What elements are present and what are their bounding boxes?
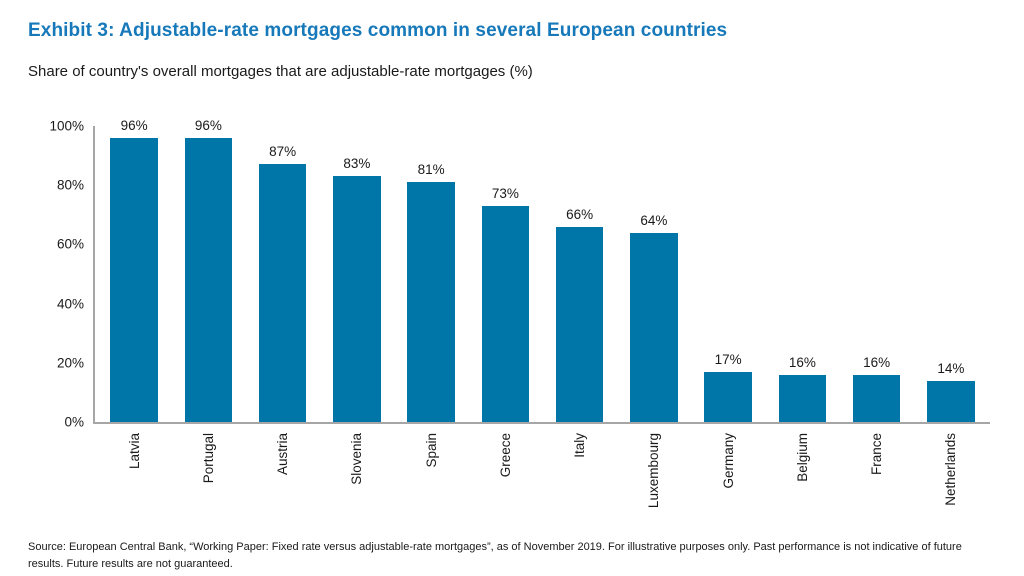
y-axis-tick-label: 20%	[56, 355, 84, 371]
y-axis-tick-label: 60%	[56, 236, 84, 252]
x-axis-label-cell: France	[840, 424, 914, 533]
bar-greece: 73%	[481, 186, 530, 422]
x-axis-label: Spain	[423, 433, 439, 468]
x-axis-label: Latvia	[126, 433, 142, 470]
bar-italy: 66%	[555, 207, 604, 422]
y-axis-tick-label: 40%	[56, 296, 84, 312]
bar-value-label: 66%	[566, 206, 594, 222]
bar-slovenia: 83%	[333, 156, 381, 422]
bar-value-label: 83%	[343, 156, 371, 172]
bar-column: 64%	[617, 126, 691, 422]
x-axis-label-cell: Slovenia	[320, 424, 394, 533]
x-axis-label-cell: Greece	[468, 424, 542, 533]
x-axis-label: Portugal	[200, 433, 216, 484]
bar-column: 16%	[765, 126, 839, 422]
x-axis-label-cell: Germany	[691, 424, 765, 533]
bar-value-label: 17%	[714, 351, 742, 367]
x-axis-label: Netherlands	[943, 433, 959, 506]
bar-column: 17%	[691, 126, 765, 422]
x-axis-label-cell: Luxembourg	[617, 424, 691, 533]
x-axis-label: Germany	[720, 433, 736, 489]
bar-value-label: 16%	[863, 354, 891, 370]
bar-portugal: 96%	[184, 118, 233, 422]
bar-value-label: 64%	[640, 212, 668, 228]
bar-austria: 87%	[258, 144, 307, 422]
exhibit-title: Exhibit 3: Adjustable-rate mortgages com…	[28, 20, 728, 41]
x-axis-labels: Latvia Portugal Austria Slovenia Spain Greece…	[95, 424, 990, 533]
bar-chart: 100% 80% 60% 40% 20% 0% 96% 96% 87% 83% 81% 73% 66%…	[28, 118, 996, 533]
bar-column: 73%	[468, 126, 542, 422]
bar-netherlands: 14%	[927, 361, 975, 422]
bar-value-label: 96%	[194, 117, 222, 133]
bar-value-label: 16%	[788, 354, 816, 370]
bar-value-label: 73%	[491, 185, 519, 201]
bar-value-label: 87%	[269, 144, 297, 160]
x-axis-label: France	[869, 433, 885, 476]
y-axis-tick-label: 80%	[56, 177, 84, 193]
y-axis-tick-label: 0%	[64, 414, 84, 430]
x-axis-label: Slovenia	[349, 433, 365, 485]
bar-luxembourg: 64%	[630, 213, 678, 422]
bar-value-label: 14%	[937, 360, 965, 376]
bar-column: 81%	[394, 126, 468, 422]
x-axis-label-cell: Italy	[543, 424, 617, 533]
x-axis-label-cell: Austria	[246, 424, 320, 533]
bar-value-label: 96%	[120, 117, 148, 133]
bar-belgium: 16%	[778, 355, 827, 422]
bar-column: 83%	[320, 126, 394, 422]
x-axis-label-cell: Belgium	[765, 424, 839, 533]
plot-area: 96% 96% 87% 83% 81% 73% 66% 64% 17% 16% 16% 14%	[93, 118, 990, 424]
x-axis-label-cell: Portugal	[171, 424, 245, 533]
bar-value-label: 81%	[417, 162, 445, 178]
x-axis-label: Belgium	[794, 433, 810, 482]
chart-subtitle: Share of country's overall mortgages tha…	[28, 63, 533, 80]
x-axis-label-cell: Latvia	[97, 424, 171, 533]
bars: 96% 96% 87% 83% 81% 73% 66% 64% 17% 16% 16% 14%	[95, 118, 990, 422]
x-axis-spacer	[28, 424, 95, 533]
x-axis-label: Italy	[572, 433, 588, 458]
x-axis-label: Austria	[275, 433, 291, 476]
x-axis-label-cell: Spain	[394, 424, 468, 533]
bar-germany: 17%	[704, 352, 752, 422]
bar-latvia: 96%	[110, 118, 158, 422]
bar-column: 96%	[171, 118, 245, 422]
x-axis-label: Luxembourg	[646, 433, 662, 509]
x-axis-label-cell: Netherlands	[914, 424, 988, 533]
bar-france: 16%	[852, 355, 901, 422]
bar-column: 14%	[914, 126, 988, 422]
x-axis-label: Greece	[497, 433, 513, 478]
bar-column: 66%	[543, 126, 617, 422]
bar-column: 96%	[97, 118, 171, 422]
source-note: Source: European Central Bank, “Working …	[28, 541, 962, 571]
bar-column: 87%	[246, 126, 320, 422]
bar-column: 16%	[840, 126, 914, 422]
bar-spain: 81%	[407, 162, 455, 422]
y-axis-tick-label: 100%	[49, 118, 84, 134]
y-axis: 100% 80% 60% 40% 20% 0%	[28, 119, 93, 430]
